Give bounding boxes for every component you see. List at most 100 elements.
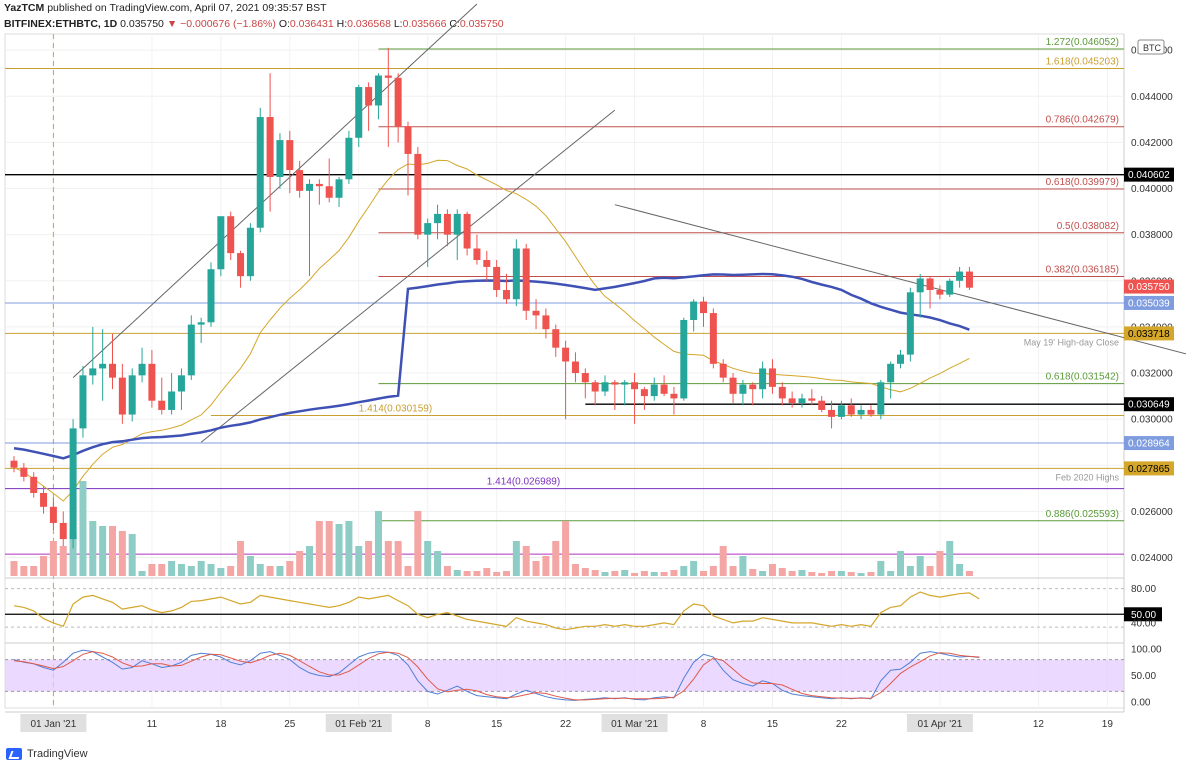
time-tick-label: 8 bbox=[701, 719, 707, 730]
volume-bar bbox=[867, 572, 875, 576]
candle-body bbox=[187, 324, 195, 376]
volume-bar bbox=[906, 566, 914, 576]
price-tick-label: 0.026000 bbox=[1131, 507, 1173, 518]
candle-body bbox=[877, 382, 885, 415]
candle-body bbox=[453, 213, 461, 235]
candle-body bbox=[562, 347, 570, 362]
candle-body bbox=[315, 183, 323, 187]
rsi-line bbox=[13, 591, 980, 631]
volume-bar bbox=[345, 521, 353, 576]
volume-bar bbox=[552, 541, 560, 576]
volume-bar bbox=[443, 566, 451, 576]
price-tag-text: 0.030649 bbox=[1128, 400, 1170, 411]
volume-bar bbox=[384, 541, 392, 576]
down-arrow-icon: ▼ bbox=[166, 18, 178, 30]
author-name[interactable]: YazTCM bbox=[4, 2, 45, 14]
volume-bar bbox=[897, 551, 904, 576]
candle-body bbox=[207, 269, 215, 323]
volume-bar bbox=[187, 566, 195, 576]
candle-body bbox=[591, 382, 599, 392]
candle-body bbox=[20, 467, 28, 477]
open-label: O: bbox=[278, 18, 290, 30]
tradingview-logo[interactable]: TradingView bbox=[6, 745, 88, 763]
candle-body bbox=[109, 363, 116, 378]
volume-bar bbox=[946, 541, 954, 576]
volume-bar bbox=[837, 571, 845, 576]
candle-body bbox=[30, 476, 38, 493]
time-tick-label: 25 bbox=[284, 719, 296, 730]
volume-bar bbox=[315, 521, 323, 576]
candle-body bbox=[808, 398, 816, 401]
candle-body bbox=[79, 375, 87, 429]
candle-body bbox=[916, 278, 924, 293]
fib-level-label: 0.886(0.025593) bbox=[1046, 509, 1119, 520]
time-tick-label: 8 bbox=[425, 719, 431, 730]
candle-body bbox=[788, 398, 796, 404]
plot-frame bbox=[4, 33, 1125, 709]
candle-body bbox=[631, 382, 639, 390]
volume-bar bbox=[601, 572, 609, 576]
ma-slow-line bbox=[13, 272, 970, 460]
symbol-name[interactable]: BITFINEX:ETHBTC, 1D bbox=[4, 18, 118, 30]
volume-bar bbox=[640, 571, 648, 576]
candle-body bbox=[345, 137, 353, 180]
volume-bar bbox=[503, 571, 510, 576]
candle-body bbox=[118, 377, 126, 415]
level-note: Feb 2020 Highs bbox=[1055, 472, 1119, 482]
stoch-tick-label: 100.00 bbox=[1131, 645, 1162, 656]
fib-level-label: 0.618(0.039979) bbox=[1046, 177, 1119, 188]
price-tag bbox=[1124, 295, 1174, 310]
candle-body bbox=[887, 363, 895, 383]
candle-body bbox=[867, 409, 875, 415]
fib-level-label: 0.618(0.031542) bbox=[1046, 372, 1119, 383]
time-tick-label: 22 bbox=[836, 719, 848, 730]
volume-bar bbox=[621, 570, 629, 576]
candle-body bbox=[40, 492, 48, 507]
volume-bar bbox=[306, 546, 313, 576]
volume-bar bbox=[30, 566, 38, 576]
candle-body bbox=[227, 216, 235, 254]
candle-body bbox=[768, 368, 776, 387]
candle-body bbox=[306, 183, 313, 191]
rsi-level-tag-text: 50.00 bbox=[1131, 610, 1156, 621]
candle-body bbox=[493, 266, 501, 291]
price-chart[interactable]: 0.0460000.0440000.0420000.0400000.038000… bbox=[0, 0, 1186, 745]
volume-bar bbox=[20, 566, 28, 576]
volume-bar bbox=[256, 564, 264, 576]
volume-bar bbox=[660, 572, 668, 576]
volume-bar bbox=[631, 573, 639, 576]
volume-bar bbox=[562, 521, 570, 576]
candle-body bbox=[148, 363, 156, 401]
volume-bar bbox=[286, 561, 294, 576]
volume-bar bbox=[335, 524, 343, 576]
time-tick-label: 18 bbox=[215, 719, 227, 730]
volume-bar bbox=[522, 546, 530, 576]
ma-fast-line bbox=[13, 159, 970, 502]
candle-body bbox=[680, 319, 688, 399]
rsi-tick-label: 40.00 bbox=[1131, 618, 1156, 629]
candle-body bbox=[621, 382, 629, 385]
time-tick-label: 19 bbox=[1102, 719, 1114, 730]
volume-bar bbox=[89, 521, 97, 576]
volume-bar bbox=[956, 564, 964, 576]
time-tick-label: 15 bbox=[767, 719, 779, 730]
candle-body bbox=[10, 460, 18, 468]
volume-bar bbox=[512, 541, 520, 576]
volume-bar bbox=[40, 556, 48, 576]
price-tag-text: 0.028964 bbox=[1128, 439, 1170, 450]
volume-bar bbox=[128, 534, 136, 576]
candle-body bbox=[286, 140, 294, 171]
candle-body bbox=[532, 310, 540, 316]
candle-body bbox=[296, 170, 304, 191]
candle-body bbox=[837, 405, 845, 417]
rsi-level-tag bbox=[1124, 607, 1162, 622]
candle-body bbox=[650, 384, 658, 397]
volume-bar bbox=[99, 526, 107, 576]
close-label: C: bbox=[449, 18, 460, 30]
volume-bar bbox=[118, 531, 126, 576]
volume-bar bbox=[453, 570, 461, 576]
candle-body bbox=[217, 216, 225, 270]
volume-bar bbox=[266, 566, 274, 576]
candle-body bbox=[581, 373, 589, 383]
candle-body bbox=[936, 290, 944, 295]
